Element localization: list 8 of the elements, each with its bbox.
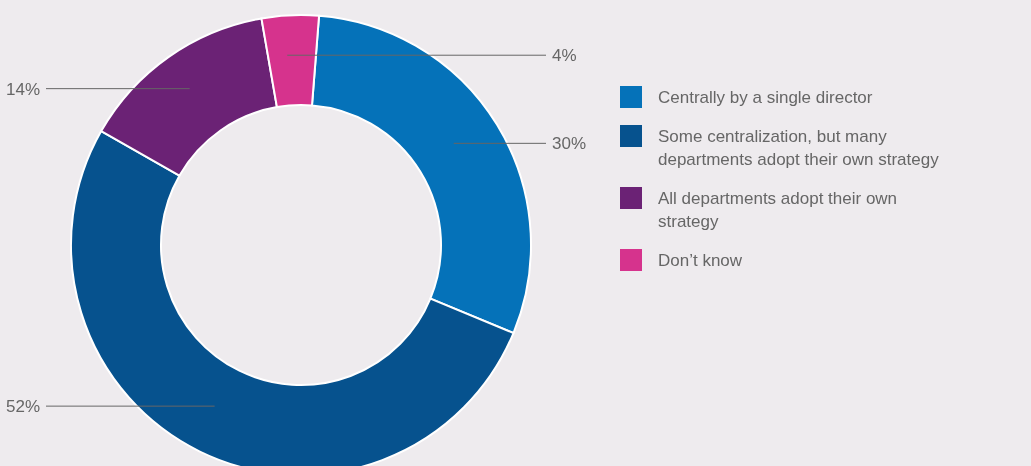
data-label: 30%: [552, 134, 587, 154]
legend-label: Centrally by a single director: [658, 87, 873, 109]
data-label: 52%: [5, 397, 40, 417]
data-label: 4%: [552, 46, 577, 66]
legend-label: All departments adopt their own strategy: [658, 188, 899, 233]
legend-label: Some centralization, but many departments adopt their own strategy: [658, 126, 940, 171]
legend-label: Don’t know: [658, 250, 743, 272]
data-label: 14%: [5, 79, 40, 99]
